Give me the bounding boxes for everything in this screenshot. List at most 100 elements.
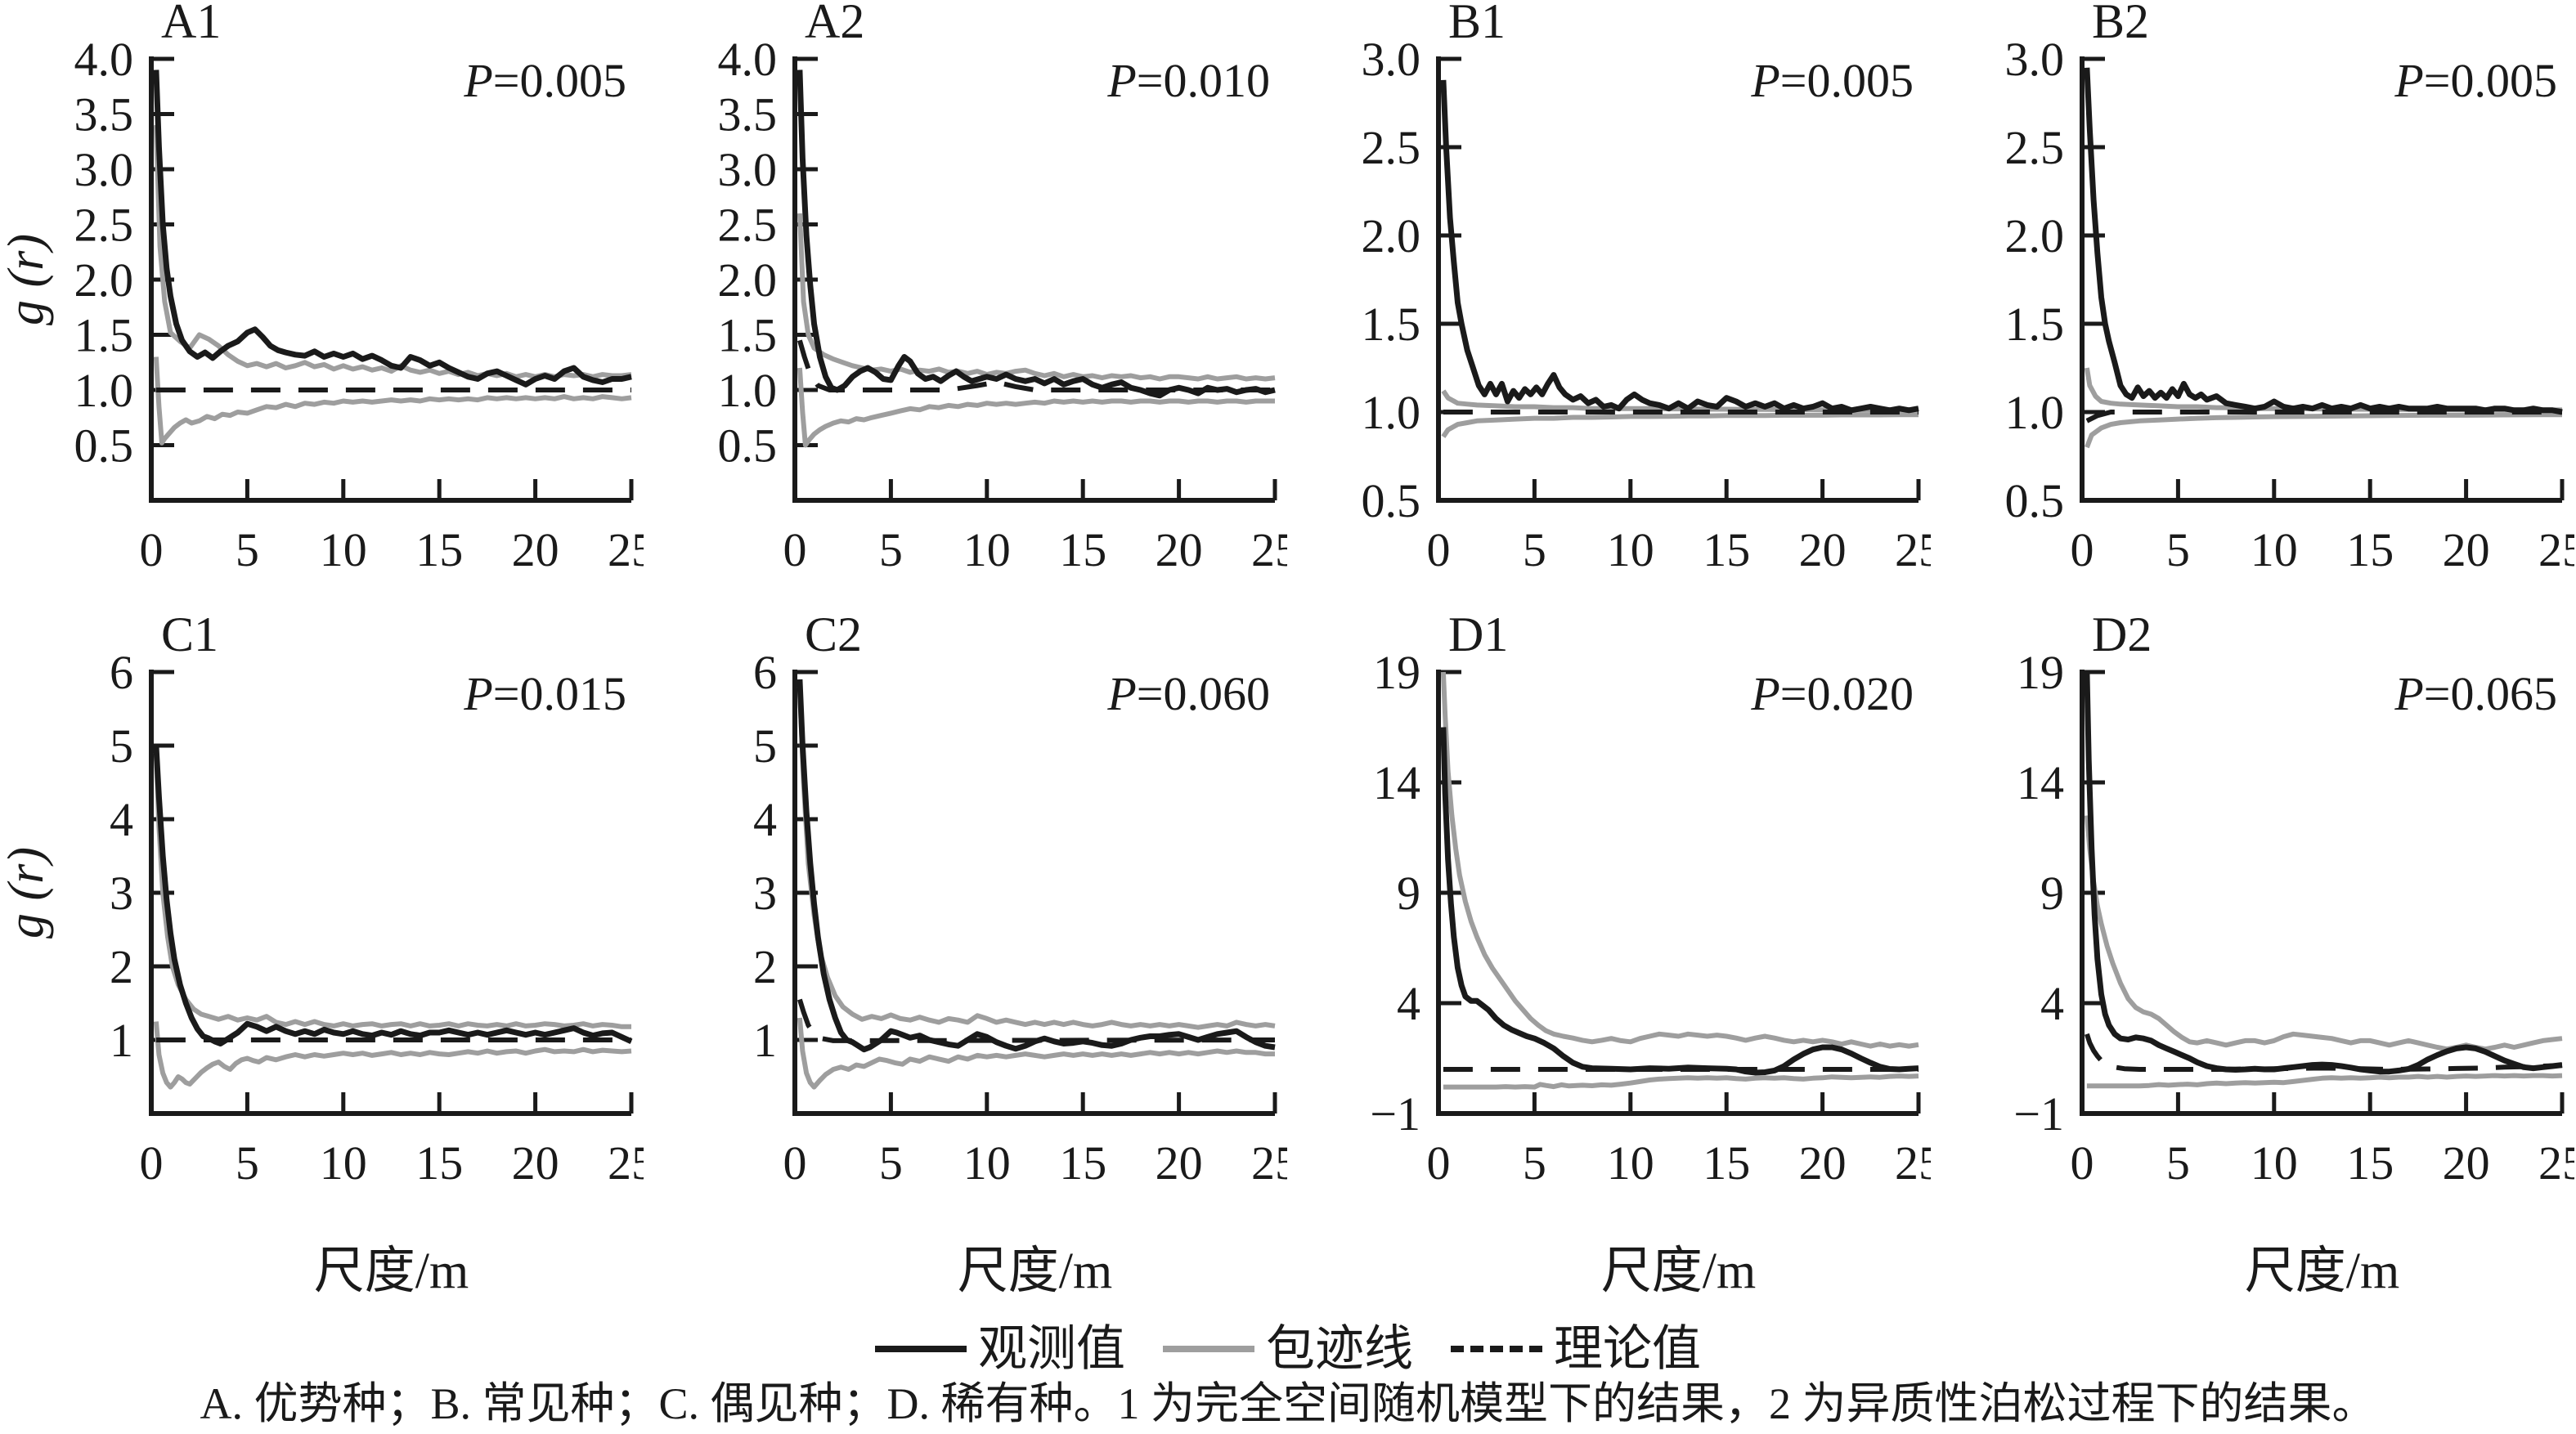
x-tick-label: 10 [1607, 1136, 1654, 1190]
y-tick-label: 0.5 [718, 419, 778, 473]
y-tick-label: 1.0 [1362, 386, 1421, 439]
legend-label-observed: 观测值 [978, 1322, 1125, 1376]
envelope-upper-line [153, 124, 632, 379]
y-tick-label: 14 [1373, 756, 1420, 809]
x-tick-label: 15 [2346, 523, 2394, 576]
panel-cell-B1: 0.5 1.0 1.5 2.0 2.5 3.0 0 5 10 15 20 25 B1 P=0.005 [1287, 0, 1943, 613]
y-tick-label: 0.5 [2005, 474, 2065, 527]
y-tick-label: 1.0 [74, 364, 134, 417]
observed-line [153, 745, 633, 1046]
observed-line [797, 679, 1276, 1053]
chart-panel-D1: −1 4 9 14 19 0 5 10 15 20 25 D1 P=0.020 尺度/m [1370, 607, 1942, 1299]
p-value-label: P=0.020 [1750, 667, 1914, 720]
x-tick-label: 25 [608, 523, 644, 576]
x-tick-label: 10 [2251, 1136, 2298, 1190]
x-tick-label: 10 [320, 1136, 367, 1190]
observed-line [1440, 79, 1919, 414]
y-tick-label: 3.0 [74, 143, 134, 196]
envelope-lower-line [797, 1017, 1275, 1090]
y-tick-label: 4.0 [74, 33, 134, 86]
panel-title: B2 [2092, 0, 2149, 48]
panel-cell-C2: 1 2 3 4 5 6 0 5 10 15 20 25 C2 P=0.060 尺度/m [644, 607, 1299, 1324]
panel-title: C2 [805, 613, 862, 661]
x-tick-label: 25 [2538, 1136, 2574, 1190]
x-tick-label: 5 [1523, 523, 1546, 576]
legend-item-observed: 观测值 [875, 1324, 1125, 1374]
envelope-upper-line [797, 213, 1276, 382]
x-tick-label: 0 [783, 1136, 807, 1190]
x-tick-label: 15 [415, 523, 463, 576]
y-axis-title: g (r) [0, 847, 54, 939]
y-tick-label: 3.5 [718, 88, 778, 141]
y-tick-label: 19 [2017, 646, 2064, 699]
theoretical-line [2085, 410, 2562, 423]
p-value-label: P=0.010 [1106, 54, 1270, 107]
x-tick-label: 5 [236, 523, 259, 576]
y-tick-label: 4 [1397, 977, 1420, 1030]
theoretical-line [797, 339, 1275, 392]
x-tick-label: 15 [1059, 1136, 1106, 1190]
theoretical-line [2085, 1033, 2563, 1072]
x-tick-label: 20 [512, 1136, 559, 1190]
x-tick-label: 5 [1523, 1136, 1546, 1190]
chart-row-bottom: 1 2 3 4 5 6 0 5 10 15 20 25 C1 P=0.015 g (r) 尺度/m 1 2 3 4 5 6… [0, 607, 2576, 1324]
x-tick-label: 10 [963, 1136, 1011, 1190]
envelope-lower-line [2085, 412, 2562, 449]
envelope-lower-line [2086, 1073, 2563, 1089]
y-tick-label: 6 [753, 646, 777, 699]
x-tick-label: 0 [1427, 523, 1451, 576]
observed-line [1440, 727, 1919, 1076]
observed-line [797, 69, 1276, 399]
observed-line-icon [875, 1346, 967, 1352]
p-value-label: P=0.060 [1106, 667, 1270, 720]
x-tick-label: 5 [2166, 1136, 2190, 1190]
chart-row-top: 0.5 1.0 1.5 2.0 2.5 3.0 3.5 4.0 0 5 10 15 20 25 A1 P=0.… [0, 0, 2576, 613]
y-tick-label: 1.5 [1362, 298, 1421, 351]
y-tick-label: 4.0 [718, 33, 778, 86]
y-tick-label: 2.5 [718, 199, 778, 252]
chart-panel-D2: −1 4 9 14 19 0 5 10 15 20 25 D2 P=0.065 尺度/m [2013, 607, 2576, 1299]
panel-title: A1 [161, 0, 221, 48]
x-tick-label: 25 [2538, 523, 2574, 576]
envelope-line-icon [1163, 1346, 1254, 1352]
panel-title: D1 [1448, 613, 1508, 661]
x-tick-label: 0 [1427, 1136, 1451, 1190]
x-tick-label: 20 [512, 523, 559, 576]
envelope-upper-line [1440, 671, 1919, 1049]
observed-line [2084, 671, 2563, 1075]
y-tick-label: 2.0 [74, 253, 134, 307]
p-value-label: P=0.005 [2394, 54, 2557, 107]
envelope-lower-line [797, 367, 1275, 448]
x-tick-label: 10 [1607, 523, 1654, 576]
x-tick-label: 25 [1895, 1136, 1931, 1190]
legend-item-theoretical: 理论值 [1451, 1324, 1701, 1374]
x-tick-label: 15 [1703, 523, 1750, 576]
panel-title: C1 [161, 613, 218, 661]
y-tick-label: 2.5 [2005, 121, 2065, 174]
envelope-lower-line [1441, 412, 1919, 438]
y-tick-label: 5 [753, 719, 777, 773]
chart-panel-C2: 1 2 3 4 5 6 0 5 10 15 20 25 C2 P=0.060 尺度/m [753, 607, 1299, 1299]
y-tick-label: 1 [110, 1014, 133, 1067]
panel-title: A2 [805, 0, 864, 48]
envelope-upper-line [797, 686, 1276, 1030]
y-tick-label: −1 [2013, 1087, 2064, 1140]
x-tick-label: 15 [1059, 523, 1106, 576]
y-tick-label: 3.0 [1362, 33, 1421, 86]
p-value-label: P=0.005 [1750, 54, 1914, 107]
y-tick-label: 2.5 [74, 199, 134, 252]
panel-title: B1 [1448, 0, 1506, 48]
y-axis-title: g (r) [0, 234, 54, 325]
observed-line [2084, 67, 2563, 415]
p-value-label: P=0.005 [463, 54, 626, 107]
x-tick-label: 0 [2071, 1136, 2094, 1190]
x-tick-label: 5 [2166, 523, 2190, 576]
y-tick-label: 0.5 [1362, 474, 1421, 527]
chart-panel-A1: 0.51.01.52.02.53.03.54.0 0 5 10 15 20 25 A1 P=0.… [0, 0, 655, 576]
theoretical-line-icon [1451, 1346, 1542, 1352]
x-tick-label: 25 [1895, 523, 1931, 576]
y-tick-label: 1.0 [718, 364, 778, 417]
y-tick-label: 1 [753, 1014, 777, 1067]
x-axis-title: 尺度/m [314, 1244, 469, 1299]
x-tick-label: 15 [1703, 1136, 1750, 1190]
